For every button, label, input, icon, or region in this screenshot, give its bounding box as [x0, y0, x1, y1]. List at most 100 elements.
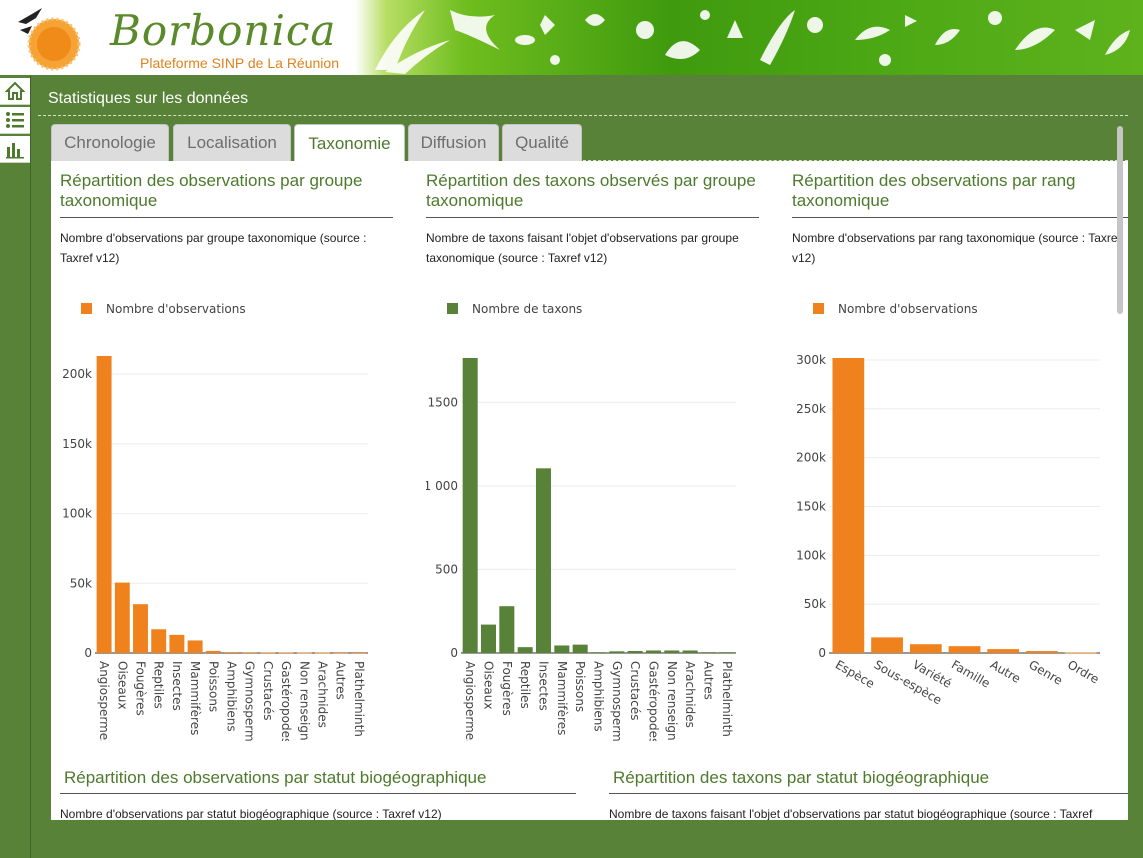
nav-list-button[interactable]: [0, 107, 30, 134]
y-tick-label: 300k: [796, 353, 826, 367]
bar: [1064, 652, 1097, 654]
bar: [151, 629, 167, 653]
x-tick-label: Arachnides: [683, 661, 697, 728]
panel-rule: [60, 217, 393, 218]
bar: [462, 358, 478, 653]
bar: [169, 634, 185, 653]
x-tick-label: Autres: [334, 661, 348, 700]
x-tick-label: Gastéropodes: [279, 661, 293, 741]
x-tick-label: Non renseign: [665, 661, 679, 741]
y-tick-label: 1 000: [426, 479, 458, 493]
legend-swatch: [813, 303, 824, 314]
y-tick-label: 200k: [796, 451, 826, 465]
dealreunion-logo[interactable]: [12, 4, 92, 72]
panel-desc-obs-statut: Nombre d'observations par statut biogéog…: [60, 807, 442, 820]
tab-localisation[interactable]: Localisation: [173, 124, 291, 161]
y-tick-label: 150k: [62, 437, 92, 451]
x-tick-label: Amphibiens: [225, 661, 239, 732]
y-tick-label: 200k: [62, 367, 92, 381]
brand-subtitle: Plateforme SINP de La Réunion: [140, 55, 339, 71]
tab-divider: [583, 160, 1128, 161]
bar: [987, 649, 1020, 653]
bar: [871, 637, 903, 653]
x-tick-label: Espèce: [833, 657, 877, 691]
bar-chart-icon: [6, 143, 24, 159]
tab-chronologie[interactable]: Chronologie: [51, 124, 169, 161]
bar: [96, 356, 112, 653]
bar: [260, 652, 276, 654]
y-tick-label: 250k: [796, 402, 826, 416]
bar: [909, 644, 942, 653]
panel-title-obs-groupe: Répartition des observations par groupe …: [60, 171, 363, 210]
x-tick-label: Gymnospermes: [243, 661, 257, 741]
bar: [242, 652, 258, 654]
y-tick-label: 150k: [796, 499, 826, 513]
chart-obs-groupe: Nombre d'observations 0 50k 100k 150k 200k Ang…: [62, 302, 368, 741]
legend-label: Nombre de taxons: [472, 302, 582, 316]
bar: [133, 604, 148, 653]
legend-swatch: [447, 303, 458, 314]
x-tick-label: Angiospermes: [97, 661, 111, 741]
x-tick-label: Autre: [988, 657, 1023, 685]
bar: [499, 606, 515, 653]
panel-desc-taxons-statut: Nombre de taxons faisant l'objet d'obser…: [609, 807, 1093, 820]
scrollbar[interactable]: [1117, 126, 1123, 314]
panel-desc-obs-groupe: Nombre d'observations par groupe taxonom…: [60, 231, 367, 265]
bar: [609, 651, 625, 653]
x-tick-label: Reptiles: [518, 661, 532, 709]
bar: [572, 644, 588, 653]
bar: [278, 652, 294, 654]
panel-title-obs-statut: Répartition des observations par statut …: [64, 768, 487, 787]
bar: [682, 650, 698, 653]
bar: [333, 652, 349, 654]
side-nav: [0, 75, 31, 858]
bar: [627, 650, 643, 653]
list-icon: [6, 112, 24, 128]
y-tick-label: 50k: [70, 576, 92, 590]
x-tick-label: Crustacés: [261, 661, 275, 720]
y-tick-label: 100k: [62, 507, 92, 521]
bar: [187, 640, 203, 653]
x-tick-label: Amphibiens: [592, 661, 606, 732]
tab-taxonomie[interactable]: Taxonomie: [294, 124, 405, 162]
bar: [205, 650, 221, 653]
header-banner: [355, 0, 1143, 75]
x-tick-label: Plathelminth: [720, 661, 734, 737]
legend-label: Nombre d'observations: [106, 302, 246, 316]
bar: [719, 652, 735, 653]
x-tick-label: Insectes: [537, 661, 551, 711]
bar: [700, 652, 717, 653]
brand-title[interactable]: Borbonica: [110, 6, 337, 55]
x-tick-label: Ordre: [1065, 657, 1101, 686]
chart-obs-rang: Nombre d'observations 0 50k 100k 150k 200k 250…: [796, 302, 1101, 707]
x-tick-label: Oiseaux: [482, 661, 496, 709]
y-tick-label: 0: [818, 646, 826, 660]
tab-diffusion[interactable]: Diffusion: [408, 124, 499, 161]
panel-rule: [426, 217, 759, 218]
panel-title-taxons-groupe: Répartition des taxons observés par grou…: [426, 171, 756, 210]
tab-qualite[interactable]: Qualité: [502, 124, 582, 161]
x-tick-label: Mammifères: [555, 661, 569, 735]
x-tick-label: Plathelminth: [352, 661, 366, 737]
nav-home-button[interactable]: [0, 78, 30, 105]
y-tick-label: 50k: [804, 597, 826, 611]
bar: [114, 582, 130, 653]
home-icon: [5, 81, 25, 100]
bar: [224, 652, 239, 653]
x-tick-label: Gymnospermes: [610, 661, 624, 741]
x-tick-label: Fougères: [134, 661, 148, 716]
nav-stats-button[interactable]: [0, 136, 30, 163]
legend-swatch: [81, 303, 92, 314]
x-tick-label: Crustacés: [628, 661, 642, 720]
x-tick-label: Gastéropodes: [647, 661, 661, 741]
panel-title-taxons-statut: Répartition des taxons par statut biogéo…: [613, 768, 990, 787]
panel-desc-taxons-groupe: Nombre de taxons faisant l'objet d'obser…: [426, 231, 739, 265]
y-tick-label: 500: [435, 562, 458, 576]
bar: [1026, 651, 1058, 653]
panel-rule: [60, 793, 576, 794]
bar: [664, 650, 680, 653]
x-tick-label: Insectes: [170, 661, 184, 711]
panel-title-obs-rang: Répartition des observations par rang ta…: [792, 171, 1076, 210]
x-tick-label: Poissons: [573, 661, 587, 712]
x-tick-label: Arachnides: [316, 661, 330, 728]
